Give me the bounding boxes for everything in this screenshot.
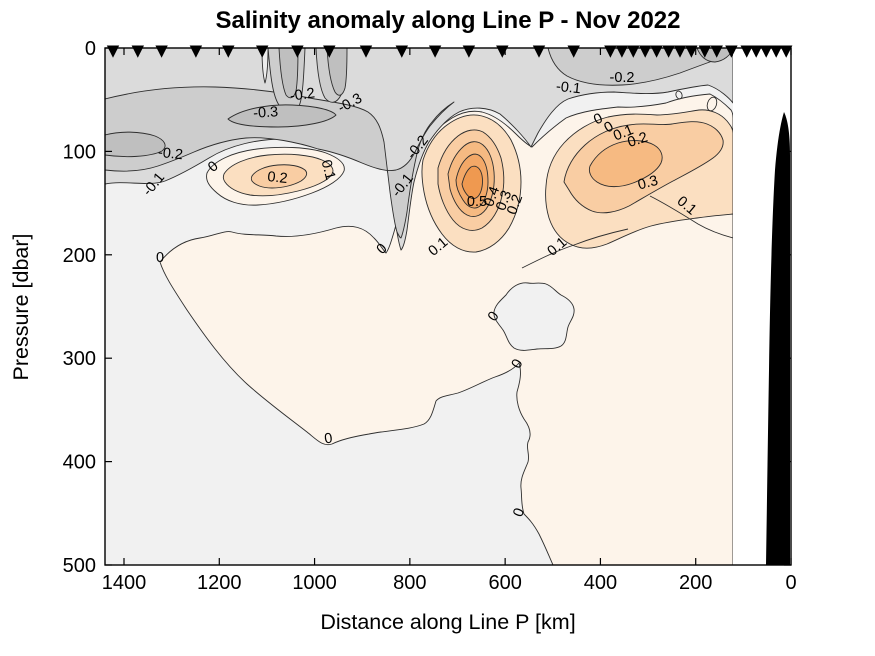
contour-label: 0.3 — [493, 188, 515, 212]
contour-line-01-east — [649, 195, 733, 239]
station-marker-icon — [639, 45, 652, 58]
contour-label: 0.2 — [504, 192, 526, 216]
station-markers — [106, 45, 793, 58]
y-tick-label: 500 — [63, 555, 96, 577]
station-marker-icon — [604, 45, 617, 58]
y-tick-label: 300 — [63, 348, 96, 370]
seafloor-wedge — [766, 112, 790, 565]
station-marker-icon — [673, 45, 687, 58]
station-marker-icon — [222, 45, 235, 58]
surface-plume-1-core — [278, 48, 299, 99]
station-marker-icon — [770, 45, 783, 58]
contour-band-neg03-neg02 — [105, 86, 455, 239]
station-marker-icon — [532, 45, 546, 58]
x-tick-label: 800 — [393, 572, 426, 594]
y-tick-label: 100 — [63, 141, 96, 163]
y-tick-label: 200 — [63, 245, 96, 267]
neg03-lens-center — [227, 104, 337, 128]
station-marker-icon — [462, 45, 476, 58]
station-marker-icon — [698, 45, 711, 58]
contour-label: 0.1 — [611, 122, 636, 144]
contour-label: 0.3 — [636, 173, 660, 194]
station-marker-icon — [106, 45, 120, 58]
station-marker-icon — [615, 45, 629, 58]
y-tick-label: 0 — [85, 38, 96, 60]
station-marker-icon — [662, 45, 675, 58]
contour-label: 0.1 — [318, 158, 339, 182]
contour-label: 0 — [156, 250, 164, 266]
contour-field — [105, 48, 733, 565]
station-marker-icon — [685, 45, 698, 58]
y-axis-label: Pressure [dbar] — [9, 234, 33, 381]
contour-label: 0.2 — [626, 129, 650, 150]
station-marker-icon — [725, 45, 738, 58]
x-tick-label: 600 — [488, 572, 521, 594]
contour-label: 0.4 — [481, 184, 503, 208]
contour-label: 0.2 — [267, 169, 289, 187]
contour-line-01-south — [521, 228, 629, 269]
station-marker-icon — [760, 45, 773, 58]
central-core-band-05 — [461, 165, 483, 200]
station-marker-icon — [496, 45, 509, 58]
x-tick-label: 1000 — [292, 572, 337, 594]
west-core-band-02 — [250, 164, 308, 189]
station-marker-icon — [780, 45, 793, 58]
contour-label: 0.5 — [467, 194, 487, 210]
station-marker-icon — [359, 45, 373, 58]
contour-label: -0.2 — [157, 145, 184, 164]
x-axis-label: Distance along Line P [km] — [320, 610, 575, 634]
station-marker-icon — [627, 45, 640, 58]
station-marker-icon — [131, 45, 144, 58]
contour-label: 0 — [323, 431, 333, 448]
contour-label: -0.3 — [253, 104, 279, 122]
x-tick-label: 400 — [584, 572, 617, 594]
station-marker-icon — [155, 45, 168, 58]
tiny-contour-oval — [675, 90, 683, 100]
station-marker-icon — [567, 45, 580, 58]
x-tick-label: 1200 — [197, 572, 242, 594]
station-marker-icon — [291, 45, 304, 58]
x-tick-label: 0 — [785, 572, 796, 594]
x-tick-label: 200 — [679, 572, 712, 594]
station-marker-icon — [650, 45, 663, 58]
station-marker-icon — [189, 45, 203, 58]
x-tick-label: 1400 — [102, 572, 147, 594]
page-title: Salinity anomaly along Line P - Nov 2022 — [215, 7, 680, 34]
station-marker-icon — [750, 45, 763, 58]
mid-depth-fresh-pocket — [493, 282, 575, 351]
y-tick-label: 400 — [63, 452, 96, 474]
surface-plume-2-core — [326, 48, 348, 96]
station-marker-icon — [428, 45, 442, 58]
east-core-band-03 — [588, 140, 663, 188]
contour-label: -0.2 — [289, 85, 316, 104]
station-marker-icon — [256, 45, 269, 58]
station-marker-icon — [740, 45, 753, 58]
station-marker-icon — [395, 45, 408, 58]
surface-sliver — [261, 48, 269, 84]
station-marker-icon — [710, 45, 723, 58]
station-marker-icon — [323, 45, 336, 58]
neg03-lens-west — [105, 131, 166, 158]
small-contour-oval — [706, 96, 718, 112]
axis-ticks: 1400 1200 1000 800 600 400 200 0 0 100 200 300 400 50… — [63, 38, 797, 594]
contour-label: -0.2 — [610, 70, 635, 86]
contour-label: -0.1 — [555, 79, 582, 98]
axes-box — [104, 47, 792, 566]
